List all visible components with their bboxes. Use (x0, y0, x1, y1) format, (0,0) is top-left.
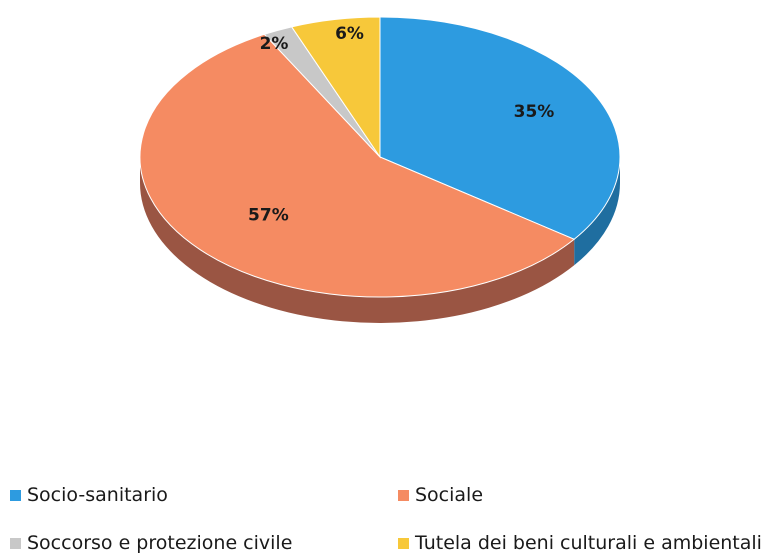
legend-item-socio-sanitario: Socio-sanitario (10, 484, 168, 506)
pie-side-0 (574, 157, 620, 266)
legend-item-sociale: Sociale (398, 484, 483, 506)
legend-swatch (10, 537, 21, 549)
pie-labels: 35% 57% 2% 6% (248, 24, 554, 225)
legend-swatch (398, 537, 409, 549)
legend-item-soccorso: Soccorso e protezione civile (10, 532, 292, 554)
pie-slice-3 (290, 16, 381, 159)
slice-label-1: 57% (248, 205, 289, 225)
legend-swatch (10, 489, 21, 501)
slice-label-3: 6% (335, 24, 364, 44)
slice-label-0: 35% (514, 102, 555, 122)
legend-label: Sociale (415, 484, 484, 506)
legend-item-tutela: Tutela dei beni culturali e ambientali (398, 532, 762, 554)
pie-side-1 (140, 157, 575, 324)
legend-swatch (398, 489, 409, 501)
legend-label: Socio-sanitario (27, 484, 168, 506)
legend-label: Tutela dei beni culturali e ambientali (415, 532, 762, 554)
pie-chart: 35% 57% 2% 6% (139, 16, 621, 324)
pie-tops (139, 16, 621, 298)
pie-slice-0 (379, 16, 621, 240)
pie-sides (140, 157, 620, 324)
slice-label-2: 2% (260, 34, 289, 54)
legend-label: Soccorso e protezione civile (27, 532, 293, 554)
pie-slice-1 (139, 33, 576, 298)
